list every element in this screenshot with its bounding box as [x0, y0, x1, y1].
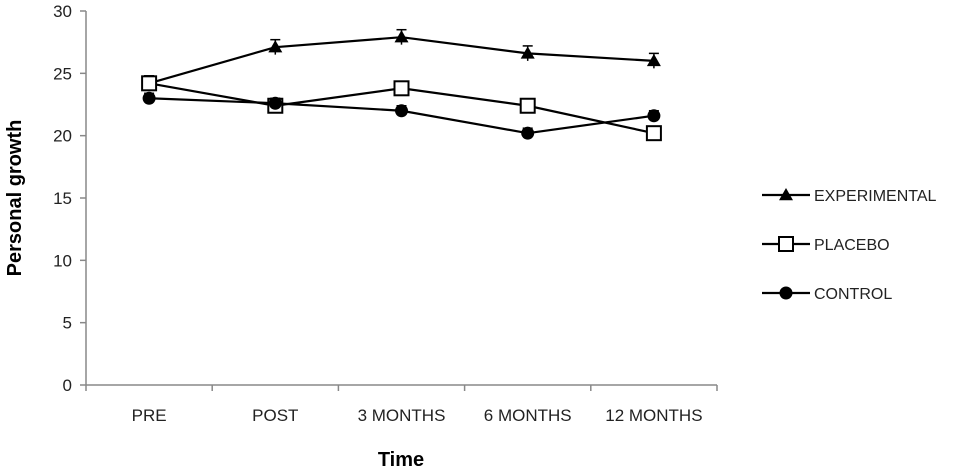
x-tick-label: 6 MONTHS [484, 406, 572, 425]
data-point [520, 46, 535, 59]
y-axis-title: Personal growth [4, 120, 26, 277]
series-control [142, 91, 661, 140]
x-tick-label: 3 MONTHS [358, 406, 446, 425]
data-point [141, 75, 158, 92]
legend-marker [779, 286, 793, 300]
data-point [393, 80, 410, 97]
x-tick-label: 12 MONTHS [605, 406, 702, 425]
legend: EXPERIMENTAL PLACEBO CONTROL [762, 188, 937, 303]
y-tick-label: 10 [53, 251, 72, 270]
y-tick-label: 15 [53, 189, 72, 208]
legend-label: PLACEBO [814, 237, 890, 254]
legend-marker [778, 236, 794, 252]
data-point [519, 97, 536, 114]
data-point [647, 109, 661, 123]
data-point [395, 104, 408, 118]
legend-item: EXPERIMENTAL [762, 188, 937, 205]
x-axis-title: Time [378, 449, 424, 471]
data-point [268, 96, 282, 110]
y-tick-label: 5 [63, 314, 72, 333]
y-tick-labels: 0 5 10 15 20 25 30 [53, 2, 86, 395]
legend-item: PLACEBO [762, 236, 890, 254]
data-point [521, 126, 535, 140]
data-point [268, 40, 283, 53]
x-tick-label: PRE [132, 406, 167, 425]
y-tick-label: 20 [53, 127, 72, 146]
x-tick-label: POST [252, 406, 298, 425]
x-tick-labels: PRE POST 3 MONTHS 6 MONTHS 12 MONTHS [85, 385, 718, 425]
y-tick-label: 25 [53, 64, 72, 83]
legend-label: EXPERIMENTAL [814, 188, 937, 205]
data-point [394, 30, 409, 43]
y-tick-label: 30 [53, 2, 72, 21]
legend-label: CONTROL [814, 286, 892, 303]
data-point [645, 125, 662, 142]
y-tick-label: 0 [63, 376, 72, 395]
legend-item: CONTROL [762, 286, 892, 303]
legend-marker [779, 188, 793, 201]
series-group [141, 28, 662, 142]
data-point [142, 91, 156, 105]
chart-axes [85, 11, 717, 386]
data-point [646, 53, 661, 67]
